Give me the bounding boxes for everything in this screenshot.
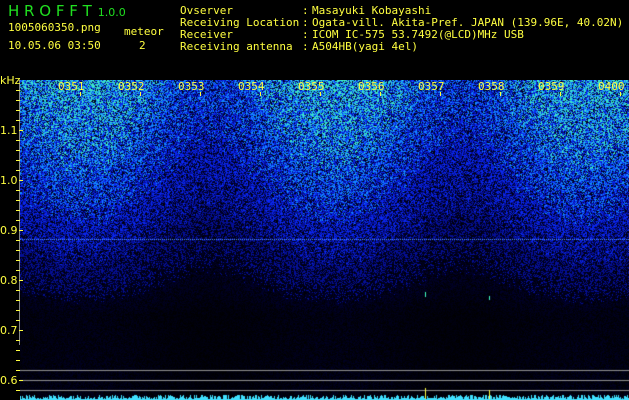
y-tick [16,110,20,111]
time-label: 0352 [118,80,145,93]
time-label: 0354 [238,80,265,93]
meteor-label: meteor [124,25,164,38]
y-tick [16,270,20,271]
y-tick [16,350,20,351]
y-tick [19,330,23,331]
y-tick [16,90,20,91]
time-tick [260,92,261,96]
colon: : [302,4,309,17]
time-label: 0355 [298,80,325,93]
y-tick [16,250,20,251]
time-tick [560,92,561,96]
info-label: Ovserver [180,4,233,17]
freq-label: 0.6 [0,374,18,387]
time-label: 0356 [358,80,385,93]
time-label: 0400 [598,80,625,93]
meteor-count: 2 [139,39,146,52]
info-label: Receiving antenna [180,40,293,53]
y-tick [16,390,20,391]
y-tick [16,210,20,211]
y-tick [16,310,20,311]
time-tick [200,92,201,96]
freq-label: 0.9 [0,224,18,237]
app-version: 1.0.0 [97,6,126,19]
time-tick [140,92,141,96]
info-value: Masayuki Kobayashi [312,4,432,17]
y-tick [16,200,20,201]
info-row: Receiving Location: Ogata-vill. Akita-Pre… [180,17,623,29]
y-tick [19,280,23,281]
y-tick [19,130,23,131]
info-row: Receiver: ICOM IC-575 53.7492(@LCD)MHz US… [180,29,623,41]
info-label: Receiver [180,28,233,41]
y-tick [16,240,20,241]
station-info: Ovserver: Masayuki Kobayashi Receiving Lo… [180,5,623,53]
info-row: Ovserver: Masayuki Kobayashi [180,5,623,17]
time-tick [500,92,501,96]
y-tick [16,160,20,161]
time-tick [620,92,621,96]
info-value: ICOM IC-575 53.7492(@LCD)MHz USB [312,28,524,41]
info-value: A504HB(yagi 4el) [312,40,418,53]
y-tick [19,180,23,181]
datetime: 10.05.06 03:50 [8,39,101,52]
freq-label: 1.1 [0,124,18,137]
time-label: 0357 [418,80,445,93]
y-tick [16,340,20,341]
y-tick [16,150,20,151]
y-tick [16,170,20,171]
colon: : [302,16,309,29]
freq-label: 0.7 [0,324,18,337]
unit-label: kHz [0,74,21,87]
filename: 1005060350.png [8,21,101,34]
y-tick [16,140,20,141]
freq-label: 0.8 [0,274,18,287]
colon: : [302,40,309,53]
y-tick [16,120,20,121]
time-label: 0359 [538,80,565,93]
y-tick [19,230,23,231]
y-tick [16,370,20,371]
freq-label: 1.0 [0,174,18,187]
info-value: Ogata-vill. Akita-Pref. JAPAN (139.96E, … [312,16,624,29]
y-axis-line [19,80,20,345]
y-tick [16,290,20,291]
time-tick [80,92,81,96]
y-tick [16,300,20,301]
y-tick [19,380,23,381]
y-tick [16,360,20,361]
info-label: Receiving Location [180,16,300,29]
time-label: 0358 [478,80,505,93]
y-tick [16,220,20,221]
time-tick [320,92,321,96]
time-tick [380,92,381,96]
spectrogram [20,80,629,400]
app-name: H R O F F T [8,2,92,20]
y-tick [16,190,20,191]
time-tick [440,92,441,96]
app-title: H R O F F T 1.0.0 [8,2,126,20]
info-row: Receiving antenna: A504HB(yagi 4el) [180,41,623,53]
time-label: 0353 [178,80,205,93]
y-tick [16,100,20,101]
colon: : [302,28,309,41]
y-tick [16,260,20,261]
time-label: 0351 [58,80,85,93]
y-tick [16,320,20,321]
